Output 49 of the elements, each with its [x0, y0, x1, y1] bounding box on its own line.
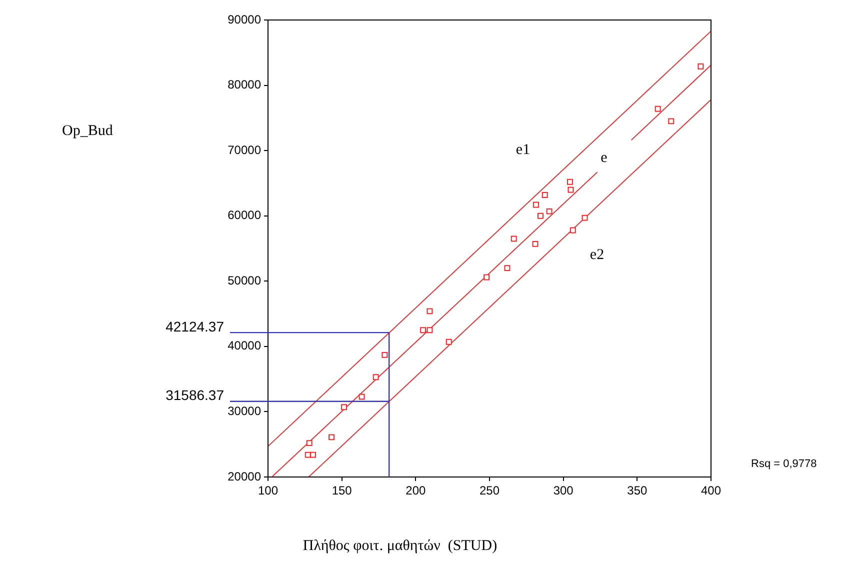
- point: [341, 404, 348, 410]
- ref-line-label: 31586.37: [166, 387, 224, 404]
- point: [698, 63, 704, 70]
- point: [446, 338, 452, 345]
- x-tick-label: 400: [700, 484, 722, 498]
- y-tick-label: 30000: [228, 404, 262, 418]
- point: [310, 452, 316, 458]
- point: [358, 394, 365, 400]
- annotation: e2: [590, 246, 604, 263]
- point: [533, 202, 539, 208]
- point: [504, 265, 510, 272]
- y-tick-label: 50000: [228, 273, 262, 288]
- x-axis-title: Πλήθος φοιτ. μαθητών (STUD): [302, 538, 498, 554]
- point: [382, 352, 388, 358]
- point: [546, 208, 552, 214]
- y-tick-label: 80000: [228, 78, 262, 92]
- annotation: e: [600, 150, 608, 166]
- point: [426, 308, 433, 314]
- point: [568, 186, 574, 193]
- point: [484, 274, 490, 280]
- point: [542, 192, 548, 198]
- point: [532, 240, 538, 247]
- text: Rsq = 0,9778: [751, 458, 817, 470]
- point: [654, 106, 661, 112]
- ref-line-label: 42124.37: [166, 318, 224, 334]
- x-tick-label: 300: [553, 484, 574, 498]
- point: [570, 227, 576, 234]
- y-tick-label: 90000: [228, 12, 262, 26]
- y-tick-label: 40000: [228, 338, 262, 353]
- point: [510, 236, 517, 242]
- y-tick-label: 60000: [228, 208, 262, 222]
- x-tick-label: 350: [627, 484, 648, 498]
- x-tick-label: 100: [258, 484, 278, 498]
- point: [328, 434, 334, 440]
- point: [582, 214, 588, 221]
- point: [426, 327, 433, 334]
- x-tick-label: 250: [479, 484, 500, 498]
- y-tick-label: 70000: [228, 142, 262, 157]
- text: Op_Bud: [62, 122, 114, 139]
- point: [537, 212, 544, 219]
- point: [372, 374, 379, 380]
- point: [306, 440, 312, 446]
- point: [567, 178, 573, 185]
- x-tick-label: 200: [406, 484, 426, 498]
- point: [668, 118, 674, 124]
- y-tick-label: 20000: [228, 469, 262, 484]
- point: [420, 327, 426, 334]
- x-tick-label: 150: [332, 484, 352, 498]
- annotation: e1: [516, 142, 530, 158]
